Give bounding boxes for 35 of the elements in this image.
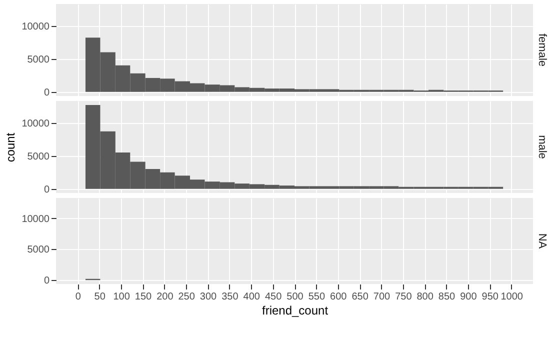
y-tick-label: 0 bbox=[44, 87, 50, 98]
x-tick-label: 900 bbox=[460, 292, 478, 302]
x-tick-label: 650 bbox=[352, 292, 369, 302]
x-tick-label: 1000 bbox=[500, 292, 524, 302]
y-tick-label: 5000 bbox=[27, 54, 50, 66]
x-axis-title: friend_count bbox=[262, 304, 329, 318]
x-tick-label: 200 bbox=[156, 292, 174, 302]
x-tick-label: 0 bbox=[75, 292, 82, 302]
x-tick-label: 700 bbox=[373, 292, 391, 302]
y-tick-label: 5000 bbox=[27, 151, 50, 162]
y-tick-label: 0 bbox=[44, 276, 50, 287]
y-tick-label: 10000 bbox=[22, 118, 50, 130]
text: male bbox=[536, 135, 548, 159]
x-tick-label: 100 bbox=[113, 292, 130, 302]
text: female bbox=[536, 33, 548, 67]
y-tick-label: 10000 bbox=[22, 214, 50, 225]
x-tick-label: 350 bbox=[222, 292, 239, 302]
x-tick-label: 750 bbox=[395, 292, 412, 302]
y-tick-label: 5000 bbox=[27, 244, 50, 256]
x-tick-label: 550 bbox=[308, 292, 326, 302]
y-tick-label: 0 bbox=[44, 184, 50, 196]
x-tick-label: 250 bbox=[178, 292, 196, 302]
x-tick-label: 600 bbox=[330, 292, 348, 302]
x-tick-label: 450 bbox=[264, 292, 282, 302]
y-axis-title: count bbox=[4, 132, 18, 162]
y-tick-label: 10000 bbox=[22, 21, 50, 32]
x-tick-label: 800 bbox=[416, 292, 434, 302]
x-tick-label: 950 bbox=[482, 292, 499, 302]
x-tick-label: 850 bbox=[438, 292, 456, 302]
x-tick-label: 500 bbox=[286, 292, 304, 302]
x-tick-label: 300 bbox=[200, 292, 218, 302]
x-tick-label: 400 bbox=[243, 292, 260, 302]
text: NA bbox=[536, 233, 548, 250]
x-tick-label: 150 bbox=[134, 292, 152, 302]
x-tick-label: 50 bbox=[94, 292, 106, 302]
